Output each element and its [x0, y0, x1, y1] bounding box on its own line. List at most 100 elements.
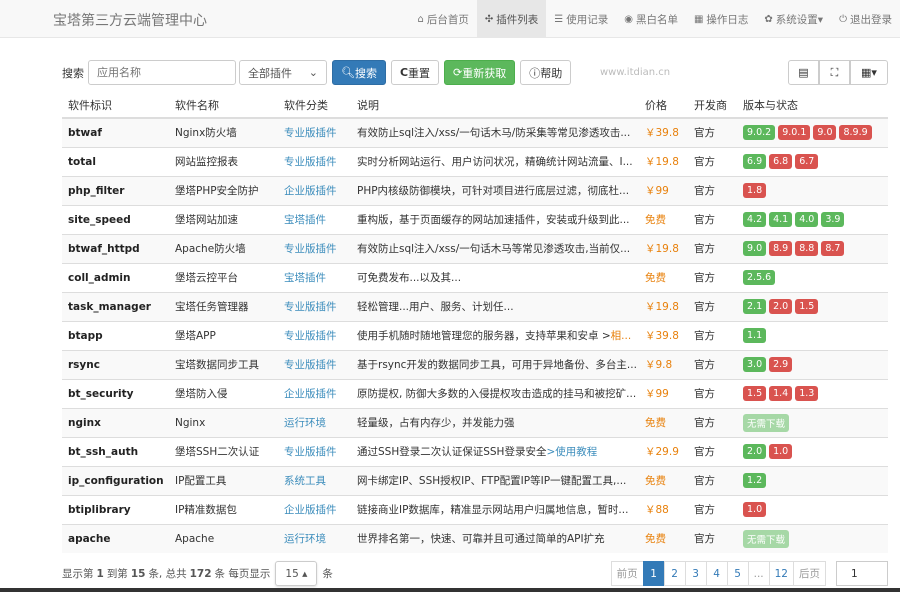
card-view-button[interactable]: ▤	[788, 60, 819, 85]
column-header[interactable]: 开发商	[688, 92, 737, 119]
version-badge[interactable]: 6.9	[743, 154, 767, 169]
footer-text: 条, 总共	[148, 568, 187, 580]
column-header[interactable]: 说明	[351, 92, 639, 119]
page-button[interactable]: 1	[642, 561, 665, 586]
version-badge[interactable]: 1.8	[743, 183, 767, 198]
plugin-category-link[interactable]: 企业版插件	[278, 378, 351, 408]
version-badge[interactable]: 4.1	[769, 212, 793, 227]
table-row: bt_security 堡塔防入侵 企业版插件 原防提权, 防御大多数的入侵提权攻击造…	[62, 378, 888, 408]
plugin-category-link[interactable]: 企业版插件	[278, 494, 351, 524]
category-select[interactable]: 全部插件 ⌄	[239, 60, 327, 85]
plugin-price: ￥19.8	[639, 146, 688, 176]
plugin-category-link[interactable]: 专业版插件	[278, 349, 351, 379]
plugin-category-link[interactable]: 运行环境	[278, 407, 351, 437]
version-badge[interactable]: 2.5.6	[743, 270, 776, 285]
nav-item-6[interactable]: ⏻ 退出登录	[831, 0, 900, 38]
plugin-category-link[interactable]: 专业版插件	[278, 233, 351, 263]
version-badge[interactable]: 8.9	[769, 241, 793, 256]
version-badge[interactable]: 9.0.1	[778, 125, 811, 141]
version-badge[interactable]: 4.2	[743, 212, 767, 227]
plugin-price: ￥9.8	[639, 349, 688, 379]
version-badge[interactable]: 6.7	[795, 154, 819, 169]
version-badge[interactable]: 2.1	[743, 299, 767, 314]
version-badge[interactable]: 无需下载	[743, 413, 790, 432]
page-button[interactable]: 12	[768, 561, 794, 586]
nav-item-3[interactable]: ◉ 黑白名单	[616, 0, 686, 38]
columns-button[interactable]: ▦▾	[850, 60, 888, 85]
page-button[interactable]: ...	[747, 561, 770, 586]
version-badge[interactable]: 8.9.9	[839, 125, 872, 141]
version-badge[interactable]: 1.4	[769, 386, 793, 401]
fullscreen-button[interactable]: ⛶	[819, 60, 850, 85]
nav-item-0[interactable]: ⌂ 后台首页	[410, 0, 477, 38]
plugin-category-link[interactable]: 系统工具	[278, 465, 351, 495]
plugin-category-link[interactable]: 专业版插件	[278, 436, 351, 466]
description-text: 基于rsync开发的数据同步工具，可用于异地备份、多台主...	[357, 359, 637, 371]
column-header[interactable]: 软件分类	[278, 92, 351, 119]
version-badge[interactable]: 9.0	[743, 241, 767, 256]
plugin-versions: 9.0 8.9 8.8 8.7	[737, 233, 888, 263]
plugin-name: 堡塔APP	[169, 320, 278, 350]
version-badge[interactable]: 1.5	[795, 299, 819, 314]
plugin-category-link[interactable]: 宝塔插件	[278, 262, 351, 292]
version-badge[interactable]: 8.7	[821, 241, 845, 256]
version-badge[interactable]: 3.0	[743, 357, 767, 372]
column-header[interactable]: 软件名称	[169, 92, 278, 119]
page-button[interactable]: 4	[705, 561, 728, 586]
plugin-category-link[interactable]: 企业版插件	[278, 175, 351, 205]
nav-item-5[interactable]: ✿ 系统设置▾	[756, 0, 831, 38]
search-input[interactable]	[88, 60, 236, 85]
page-button[interactable]: 2	[663, 561, 686, 586]
plugin-category-link[interactable]: 专业版插件	[278, 117, 351, 147]
version-badge[interactable]: 1.1	[743, 328, 767, 343]
column-header[interactable]: 版本与状态	[737, 92, 888, 119]
version-badge[interactable]: 8.8	[795, 241, 819, 256]
column-header[interactable]: 软件标识	[62, 92, 169, 119]
version-badge[interactable]: 1.5	[743, 386, 767, 401]
plugin-price: ￥99	[639, 175, 688, 205]
version-badge[interactable]: 9.0	[813, 125, 837, 141]
nav-item-4[interactable]: ▦ 操作日志	[686, 0, 756, 38]
version-badge[interactable]: 4.0	[795, 212, 819, 227]
version-badge[interactable]: 1.2	[743, 473, 767, 488]
description-link[interactable]: 相...	[610, 330, 632, 342]
help-button[interactable]: ⓘ 帮助	[520, 60, 572, 85]
next-page-button[interactable]: 后页	[793, 561, 826, 586]
refetch-button[interactable]: ⟳ 重新获取	[444, 60, 516, 85]
version-badge[interactable]: 9.0.2	[743, 125, 776, 141]
version-badge[interactable]: 无需下载	[743, 529, 790, 548]
plugin-category-link[interactable]: 专业版插件	[278, 146, 351, 176]
plugin-category-link[interactable]: 专业版插件	[278, 291, 351, 321]
prev-page-button[interactable]: 前页	[610, 561, 644, 586]
power-icon: ⏻	[839, 13, 847, 25]
nav-item-2[interactable]: ☰ 使用记录	[546, 0, 616, 38]
nav-label: 使用记录	[566, 13, 609, 26]
version-badge[interactable]: 2.0	[769, 299, 793, 314]
version-badge[interactable]: 1.0	[769, 444, 793, 459]
plugin-category-link[interactable]: 宝塔插件	[278, 204, 351, 234]
plugin-description: 有效防止sql注入/xss/一句话木马/防采集等常见渗透攻击...	[351, 117, 639, 147]
version-badge[interactable]: 1.0	[743, 502, 767, 517]
search-button[interactable]: 🔍︎ 搜索	[332, 60, 386, 85]
plugin-versions: 9.0.2 9.0.1 9.0 8.9.9	[737, 117, 888, 147]
plugin-category-link[interactable]: 运行环境	[278, 523, 351, 553]
reset-button[interactable]: C 重置	[390, 60, 440, 85]
plugin-versions: 1.0	[737, 494, 888, 524]
page-button[interactable]: 5	[726, 561, 749, 586]
version-badge[interactable]: 2.0	[743, 444, 767, 459]
version-badge[interactable]: 3.9	[821, 212, 845, 227]
version-badge[interactable]: 2.9	[769, 357, 793, 372]
plugin-versions: 6.9 6.8 6.7	[737, 146, 888, 176]
page-size-select[interactable]: 15 ▴	[275, 561, 318, 586]
column-header[interactable]: 价格	[639, 92, 688, 119]
tutorial-link[interactable]: >使用教程	[546, 446, 598, 458]
goto-page-input[interactable]: 1	[836, 561, 888, 586]
version-badge[interactable]: 6.8	[769, 154, 793, 169]
plugin-name: 宝塔任务管理器	[169, 291, 278, 321]
version-badge[interactable]: 1.3	[795, 386, 819, 401]
plugin-description: 实时分析网站运行、用户访问状况，精确统计网站流量、I...	[351, 146, 639, 176]
plugin-name: Apache防火墙	[169, 233, 278, 263]
page-button[interactable]: 3	[684, 561, 707, 586]
plugin-category-link[interactable]: 专业版插件	[278, 320, 351, 350]
nav-item-1[interactable]: ✣ 插件列表	[476, 0, 547, 38]
